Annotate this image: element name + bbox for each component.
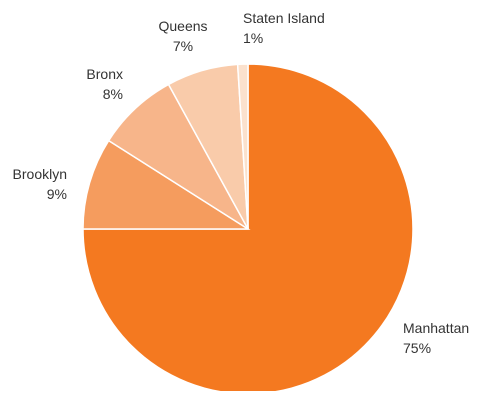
slice-label-queens: Queens 7% — [158, 16, 207, 56]
slice-label-brooklyn: Brooklyn 9% — [13, 164, 67, 204]
slice-name-brooklyn: Brooklyn — [12, 166, 67, 182]
pie-slices — [82, 63, 414, 395]
slice-value-brooklyn: 9% — [46, 186, 67, 202]
slice-label-bronx: Bronx 8% — [86, 64, 123, 104]
slice-value-bronx: 8% — [102, 86, 123, 102]
slice-label-staten-island: Staten Island 1% — [243, 8, 325, 48]
slice-name-bronx: Bronx — [86, 66, 123, 82]
slice-label-manhattan: Manhattan 75% — [403, 318, 469, 358]
slice-value-staten-island: 1% — [243, 30, 264, 46]
slice-name-staten-island: Staten Island — [243, 10, 325, 26]
pie-slice-manhattan — [82, 63, 414, 395]
pie-slice-brooklyn — [82, 139, 251, 230]
slice-value-manhattan: 75% — [403, 340, 432, 356]
slice-name-queens: Queens — [158, 18, 208, 34]
slice-name-manhattan: Manhattan — [403, 320, 470, 336]
slice-value-queens: 7% — [172, 38, 194, 54]
pie-slice-staten-island — [236, 63, 249, 230]
